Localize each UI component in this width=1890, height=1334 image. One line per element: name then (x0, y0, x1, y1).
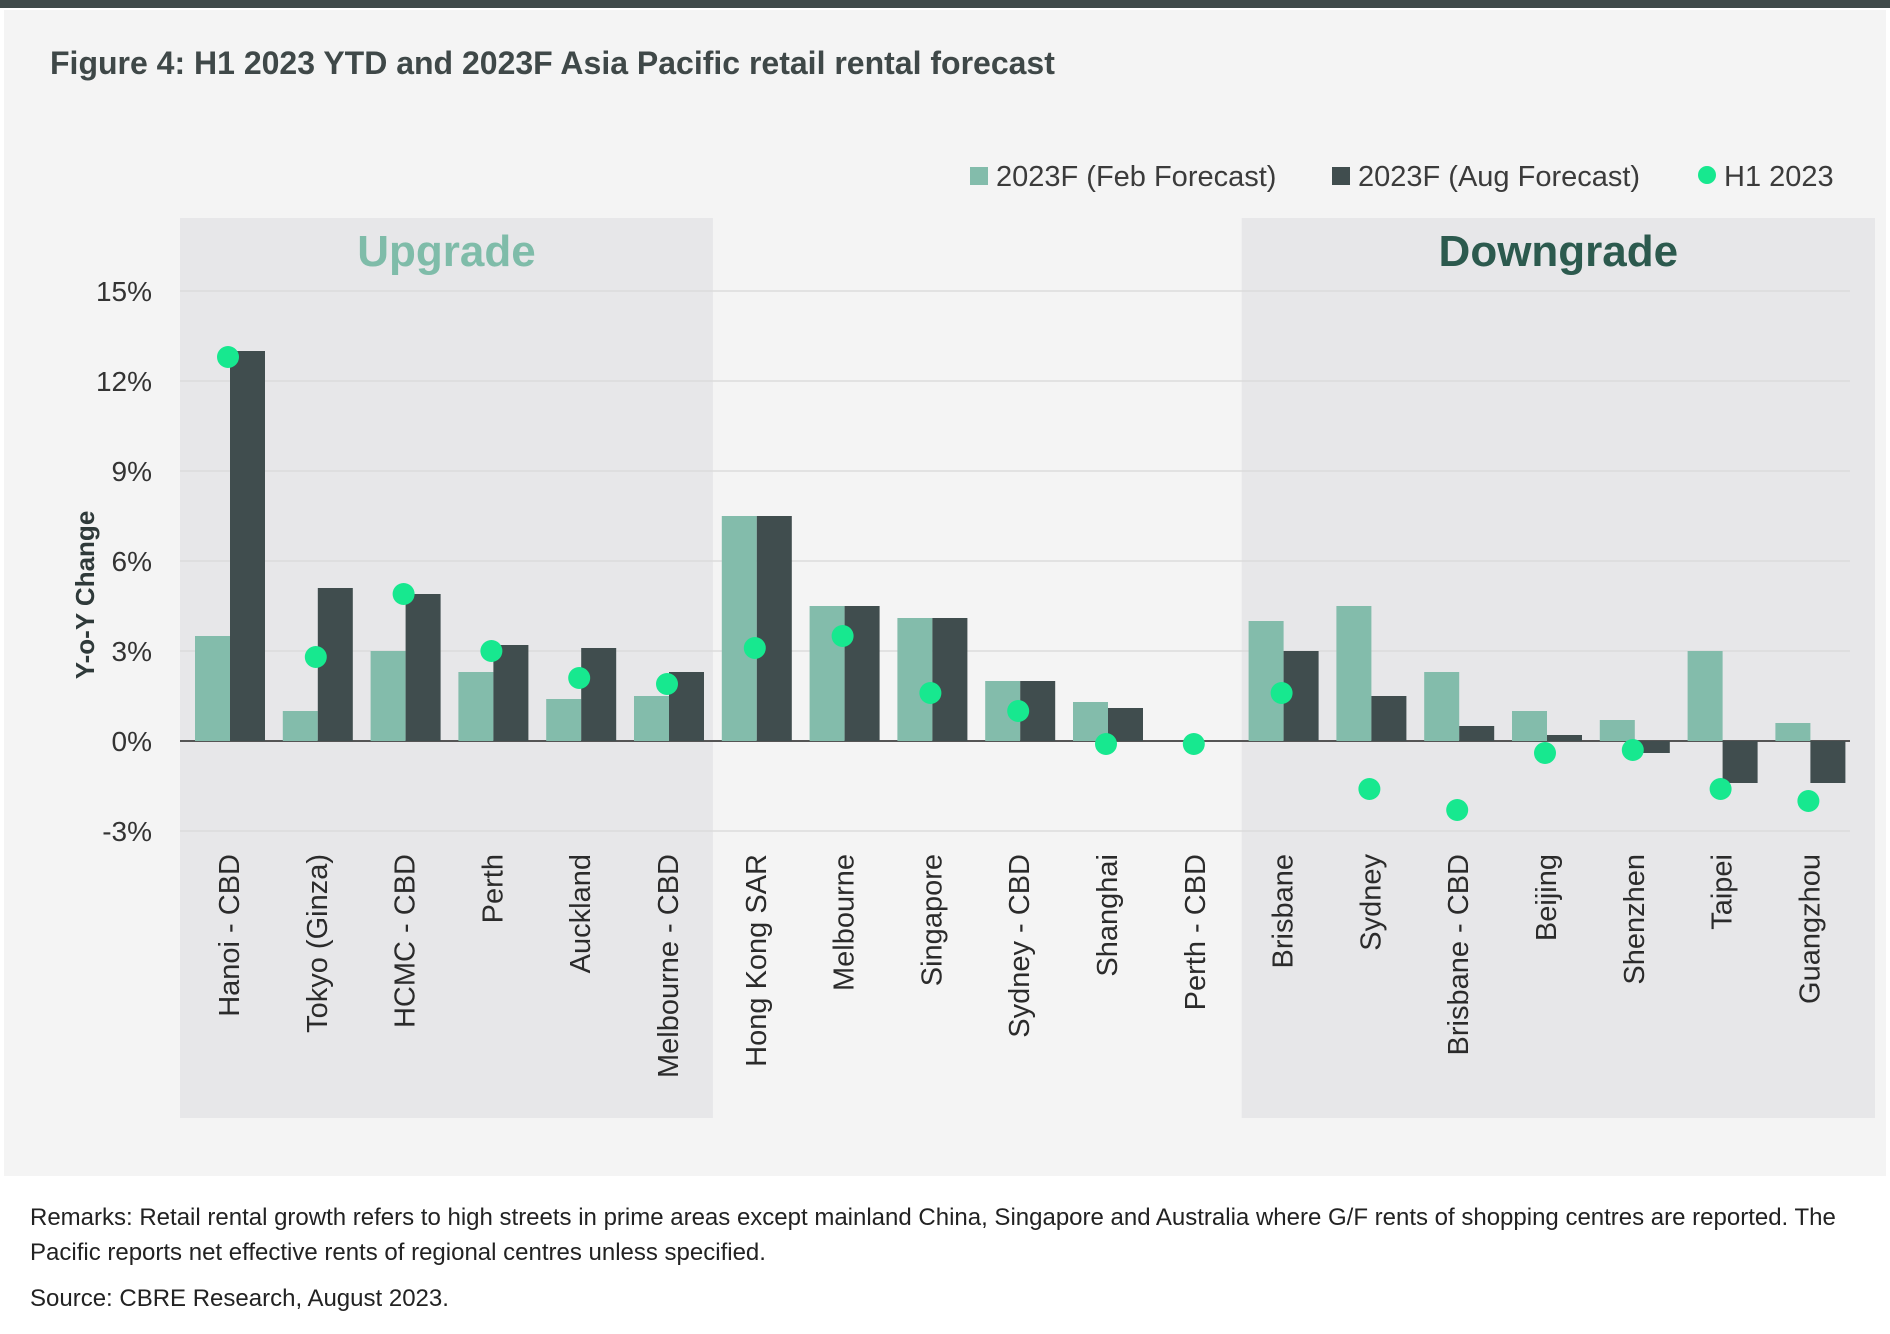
legend-swatch (970, 167, 988, 185)
zone-upgrade (180, 218, 713, 1118)
bar-aug (844, 606, 880, 741)
bar-aug (493, 645, 529, 741)
bar-feb (897, 618, 933, 741)
bar-feb (458, 672, 494, 741)
dot-h1 (1534, 742, 1556, 764)
dot-h1 (743, 637, 766, 659)
zone-label-downgrade: Downgrade (1439, 227, 1679, 276)
x-tick-label: Hanoi - CBD (214, 854, 246, 1017)
legend-label: 2023F (Aug Forecast) (1358, 161, 1640, 193)
dot-h1 (1797, 790, 1820, 812)
bar-aug (405, 594, 441, 741)
chart-title: Figure 4: H1 2023 YTD and 2023F Asia Pac… (50, 45, 1055, 81)
bar-aug (1722, 741, 1758, 783)
y-tick-label: 15% (96, 276, 152, 307)
x-tick-label: Perth - CBD (1180, 854, 1212, 1010)
dot-h1 (304, 646, 327, 668)
zone-label-upgrade: Upgrade (357, 227, 535, 276)
dot-h1 (480, 640, 503, 662)
y-tick-label: 6% (112, 546, 152, 577)
x-tick-label: Shanghai (1092, 854, 1124, 977)
dot-h1 (1182, 733, 1205, 755)
legend-swatch (1698, 166, 1716, 184)
dot-h1 (1007, 700, 1030, 722)
x-tick-label: Hong Kong SAR (741, 854, 773, 1067)
dot-h1 (1270, 682, 1293, 704)
x-tick-label: Singapore (916, 854, 948, 986)
y-tick-label: 0% (112, 726, 152, 757)
dot-h1 (656, 673, 678, 695)
top-rule (0, 0, 1890, 8)
x-tick-label: Taipei (1707, 854, 1739, 930)
bar-feb (1248, 621, 1284, 741)
x-tick-label: Melbourne - CBD (653, 854, 685, 1078)
bar-aug (932, 618, 968, 741)
x-tick-label: HCMC - CBD (390, 854, 422, 1028)
x-tick-label: Shenzhen (1619, 854, 1651, 985)
dot-h1 (1446, 799, 1469, 821)
legend-label: H1 2023 (1724, 161, 1834, 193)
bar-feb (282, 711, 318, 741)
bar-aug (1108, 708, 1143, 741)
bar-feb (1687, 651, 1723, 741)
bar-aug (756, 516, 792, 741)
y-tick-label: 9% (112, 456, 152, 487)
bar-feb (1775, 723, 1811, 741)
source-text: Source: CBRE Research, August 2023. (30, 1285, 449, 1312)
bar-feb (546, 699, 582, 741)
y-tick-label: -3% (102, 816, 152, 847)
bar-feb (1599, 720, 1635, 741)
bar-aug (230, 351, 265, 741)
dot-h1 (1621, 739, 1644, 761)
y-axis-label: Y-o-Y Change (70, 511, 100, 680)
bar-feb (195, 636, 230, 741)
footnotes: Remarks: Retail rental growth refers to … (30, 1200, 1850, 1316)
bar-feb (634, 696, 669, 741)
x-tick-label: Melbourne (829, 854, 861, 991)
remarks-text: Remarks: Retail rental growth refers to … (30, 1204, 1836, 1266)
bar-feb (1336, 606, 1372, 741)
dot-h1 (1095, 733, 1117, 755)
dot-h1 (919, 682, 942, 704)
y-tick-label: 12% (96, 366, 152, 397)
x-tick-label: Tokyo (Ginza) (302, 854, 334, 1033)
x-tick-label: Brisbane (1268, 854, 1300, 968)
legend-label: 2023F (Feb Forecast) (996, 161, 1276, 193)
bar-aug (581, 648, 617, 741)
x-tick-label: Sydney (1355, 854, 1387, 951)
x-tick-label: Auckland (565, 854, 597, 973)
bar-aug (1547, 735, 1582, 741)
dot-h1 (1358, 778, 1381, 800)
bar-feb (1512, 711, 1547, 741)
bar-feb (721, 516, 757, 741)
bar-aug (1810, 741, 1846, 783)
bar-aug (1459, 726, 1495, 741)
dot-h1 (392, 583, 415, 605)
x-tick-label: Brisbane - CBD (1443, 854, 1475, 1055)
bar-aug (1371, 696, 1407, 741)
x-tick-label: Perth (477, 854, 509, 923)
dot-h1 (831, 625, 854, 647)
x-tick-label: Beijing (1531, 854, 1563, 941)
bar-feb (370, 651, 406, 741)
dot-h1 (1709, 778, 1732, 800)
bar-feb (1424, 672, 1460, 741)
x-tick-label: Guangzhou (1794, 854, 1826, 1004)
y-tick-label: 3% (112, 636, 152, 667)
chart: Figure 4: H1 2023 YTD and 2023F Asia Pac… (50, 45, 1875, 1118)
dot-h1 (217, 346, 239, 368)
x-tick-label: Sydney - CBD (1004, 854, 1036, 1038)
dot-h1 (568, 667, 591, 689)
legend-swatch (1332, 167, 1350, 185)
